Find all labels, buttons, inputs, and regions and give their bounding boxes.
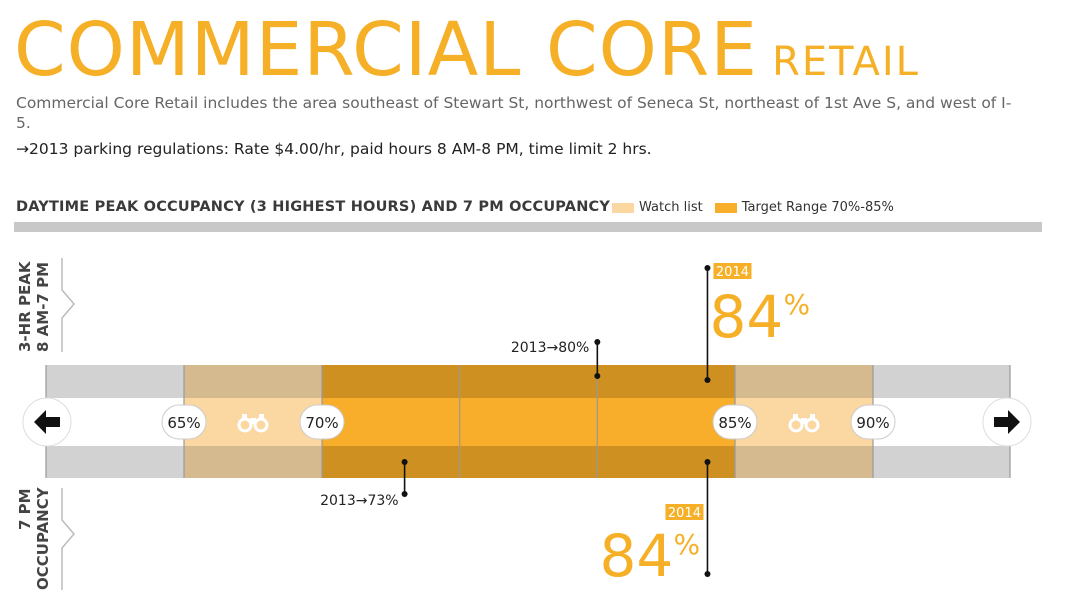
binoculars-top-left [242,414,247,420]
tick-pill [299,404,345,440]
peak-2014-unit: % [783,288,810,321]
tick-labels: 65% 70% 85% 90% [161,404,896,440]
peak-2013-dot-bottom [594,373,601,379]
side-label-7pm: 7 PM OCCUPANCY [16,486,75,590]
peak-2014-year: 2014 [716,265,749,280]
peak-2013-dot-top [594,339,601,345]
heading-rule [14,222,1042,232]
tick-pill [850,404,896,440]
side-label-7pm-line1: 7 PM [16,488,34,530]
side-label-peak-line1: 3-HR PEAK [16,260,34,352]
tick-pill [161,404,207,440]
side-label-7pm-line2: OCCUPANCY [34,486,52,590]
seven-pm-2014-year: 2014 [668,506,701,521]
seven-pm-2013-label: 2013→73% [320,493,398,509]
title-main: COMMERCIAL CORE [14,7,759,93]
legend-target-label: Target Range 70%-85% [741,200,894,215]
peak-2014-dot-bottom [704,377,711,383]
legend: Watch list Target Range 70%-85% [612,200,906,215]
tick-3: 90% [850,404,896,440]
binoculars-bridge [250,418,256,424]
tick-1: 70% [299,404,345,440]
seven-pm-2014-value: 84 [599,522,673,590]
seven-pm-2014-unit: % [673,528,700,561]
tick-label: 90% [856,414,889,432]
peak-2014-dot-top [704,265,711,271]
peak-2014-year-badge [713,263,752,279]
binoculars-bridge [801,418,807,424]
side-label-peak: 3-HR PEAK 8 AM-7 PM [16,258,75,352]
seven-pm-2013-dot-top [401,459,408,465]
parking-regulations: →2013 parking regulations: Rate $4.00/hr… [16,140,652,158]
left-arrow-icon [22,397,72,447]
target-mid [322,398,735,446]
tick-label: 85% [718,414,751,432]
binoculars-icon [788,414,820,433]
binoculars-top-right [810,414,815,420]
page-title: COMMERCIAL CORE RETAIL [14,6,920,94]
seven-pm-2014-dot-bottom [704,571,711,577]
area-description: Commercial Core Retail includes the area… [16,94,1012,132]
title-sub: RETAIL [772,39,920,85]
tick-label: 70% [305,414,338,432]
tick-label: 65% [167,414,200,432]
tick-0: 65% [161,404,207,440]
right-arrow-icon [982,397,1032,447]
legend-watch-label: Watch list [639,200,703,215]
peak-2014-value: 84 [709,283,783,351]
binoculars-top-left [793,414,798,420]
side-label-peak-line2: 8 AM-7 PM [34,262,52,352]
seven-pm-2014-dot-top [704,459,711,465]
legend-watch-swatch [612,202,634,213]
binoculars-top-right [259,414,264,420]
seven-pm-bracket [61,488,75,590]
tick-pill [712,404,758,440]
seven-pm-2014-year-badge [665,504,704,520]
peak-bracket [61,258,75,352]
legend-watch: Watch list [612,200,703,215]
chart-heading: DAYTIME PEAK OCCUPANCY (3 HIGHEST HOURS)… [16,199,611,215]
legend-target-swatch [714,202,737,213]
binoculars-icon [237,414,269,433]
tick-2: 85% [712,404,758,440]
legend-target: Target Range 70%-85% [714,200,894,215]
seven-pm-2013-dot-bottom [401,491,408,497]
peak-2013-label: 2013→80% [511,340,589,356]
